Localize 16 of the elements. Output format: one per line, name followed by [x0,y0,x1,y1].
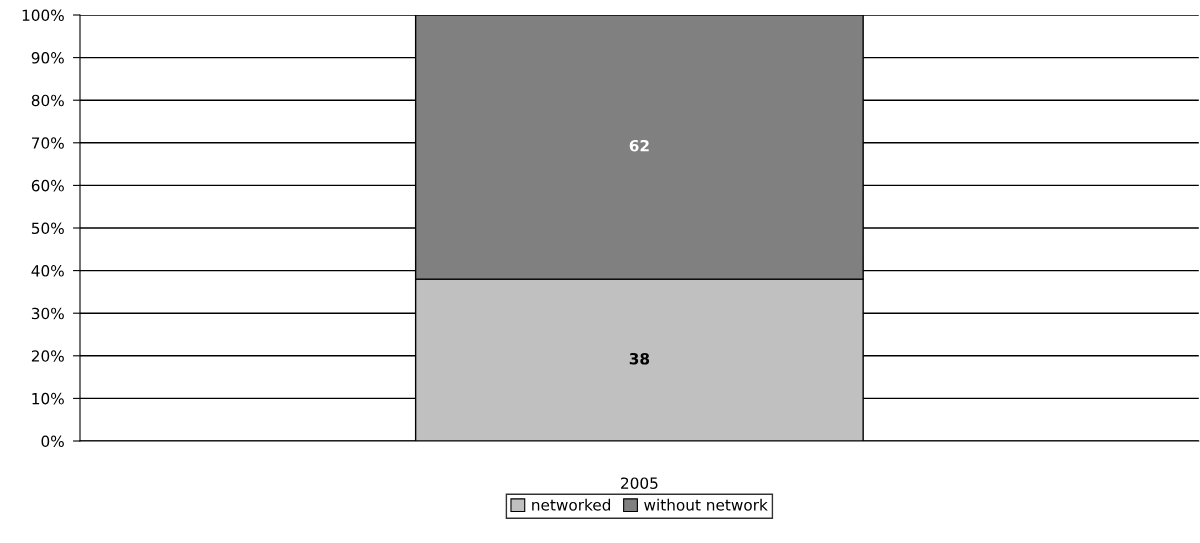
data-label: 38 [629,352,650,365]
y-tick-label: 20% [31,350,64,362]
y-tick-label: 80% [31,94,64,107]
y-tick-label: 90% [31,52,64,64]
x-tick-label: 2005 [621,477,658,489]
y-tick-label: 10% [32,392,64,405]
data-label: 62 [629,139,649,152]
y-tick-label: 70% [32,137,64,149]
y-tick-label: 60% [31,179,64,192]
legend-label: without network [644,498,768,511]
legend-label: networked [532,498,611,511]
y-tick-label: 100% [22,9,64,22]
y-tick-label: 50% [31,222,64,235]
y-tick-label: 30% [31,307,64,320]
y-tick-label: 0% [41,435,64,448]
y-tick-label: 40% [31,265,64,277]
